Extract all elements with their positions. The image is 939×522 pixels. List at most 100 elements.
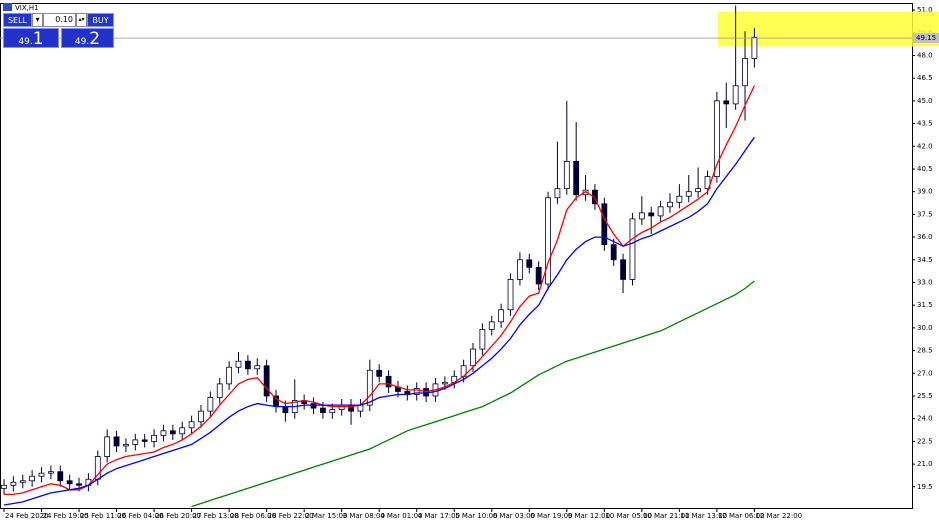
- plot-frame: [0, 3, 913, 509]
- y-tick-label: 31.5: [917, 301, 933, 309]
- candle-body: [573, 161, 580, 196]
- candle-body: [554, 188, 561, 199]
- candle-body: [207, 397, 214, 412]
- y-tick-label: 27.0: [917, 369, 933, 377]
- y-tick-label: 39.0: [917, 188, 933, 196]
- candle-body: [104, 436, 111, 457]
- x-tick-label: 6 Mar 19:00: [530, 512, 572, 520]
- x-tick-label: 26 Feb 04:00: [118, 512, 164, 520]
- y-tick-label: 25.5: [917, 392, 933, 400]
- x-tick-label: 9 Mar 12:00: [568, 512, 610, 520]
- ask-big: 2: [89, 29, 101, 49]
- candle-body: [338, 404, 345, 411]
- x-tick-label: 24 Feb 2020: [5, 512, 49, 520]
- candle-body: [667, 201, 673, 208]
- candle-body: [160, 430, 167, 436]
- candle-body: [169, 430, 176, 435]
- ask-main: 49.: [74, 37, 90, 47]
- candle-body: [310, 403, 317, 409]
- moving-average: [191, 280, 755, 508]
- y-tick-label: 28.5: [917, 347, 933, 355]
- candle-body: [235, 360, 242, 368]
- bid-main: 49.: [18, 37, 33, 47]
- y-tick-label: 30.0: [917, 324, 933, 332]
- candle-body: [713, 100, 720, 177]
- candle-body: [470, 348, 476, 367]
- candle-body: [254, 365, 261, 370]
- candle-body: [517, 259, 523, 280]
- y-tick-label: 21.0: [917, 460, 933, 468]
- candle-body: [76, 483, 82, 486]
- x-tick-label: 10 Mar 21:00: [643, 512, 690, 520]
- candle-body: [676, 195, 683, 203]
- candle-body: [48, 471, 54, 474]
- candle-body: [620, 259, 626, 280]
- candle-body: [366, 369, 373, 406]
- buy-button[interactable]: BUY: [87, 13, 114, 27]
- y-tick-label: 43.5: [917, 120, 933, 128]
- candle-body: [113, 436, 120, 447]
- lot-input[interactable]: 0.10: [43, 13, 76, 27]
- candle-body: [282, 406, 289, 414]
- x-tick-label: 2 Mar 15:00: [305, 512, 347, 520]
- y-tick-label: 19.5: [917, 483, 933, 491]
- candle-body: [1, 484, 7, 489]
- x-tick-label: 28 Feb 06:00: [230, 512, 276, 520]
- candle-body: [66, 480, 73, 485]
- candle-body: [198, 410, 204, 423]
- candle-body: [244, 360, 251, 370]
- candle-body: [385, 375, 392, 388]
- x-tick-label: 10 Mar 05:00: [605, 512, 652, 520]
- chart-title: VIX,H1: [15, 4, 39, 12]
- y-tick-label: 36.0: [917, 233, 933, 241]
- moving-average: [4, 85, 755, 496]
- candle-body: [648, 212, 655, 217]
- candle-body: [329, 409, 336, 414]
- candle-body: [216, 383, 223, 398]
- candle-body: [742, 58, 748, 87]
- candle-body: [179, 427, 186, 435]
- candle-body: [629, 218, 636, 280]
- candle-body: [413, 388, 420, 395]
- y-tick-label: 24.0: [917, 415, 933, 423]
- candle-body: [610, 244, 617, 261]
- lot-spinner[interactable]: ▴▾: [76, 13, 87, 27]
- y-tick-label: 51.0: [917, 6, 933, 14]
- candle-body: [226, 366, 233, 385]
- ask-price[interactable]: 49.2: [61, 28, 114, 49]
- candle-body: [488, 321, 495, 330]
- one-click-trading-panel: SELL ▾ 0.10 ▴▾ BUY 49.1 49.2: [3, 13, 114, 49]
- candle-body: [132, 439, 139, 445]
- bid-price-label: 49.15: [916, 34, 936, 42]
- candle-body: [151, 434, 157, 442]
- highlight-rectangle: [718, 11, 939, 47]
- lot-dropdown[interactable]: ▾: [32, 13, 43, 27]
- bid-price[interactable]: 49.1: [3, 28, 59, 49]
- y-tick-label: 34.5: [917, 256, 933, 264]
- x-tick-label: 27 Feb 13:00: [193, 512, 239, 520]
- y-tick-label: 46.5: [917, 74, 933, 82]
- candle-body: [376, 369, 383, 377]
- moving-average: [3, 136, 755, 506]
- candle-body: [638, 212, 645, 220]
- candle-body: [601, 203, 608, 246]
- candle-body: [526, 259, 533, 268]
- candle-body: [685, 191, 692, 197]
- x-tick-label: 5 Mar 10:00: [455, 512, 497, 520]
- y-tick-label: 48.0: [917, 51, 933, 59]
- candle-body: [10, 481, 17, 486]
- sell-button[interactable]: SELL: [3, 13, 32, 27]
- x-tick-label: 25 Feb 11:00: [80, 512, 126, 520]
- candle-body: [188, 421, 195, 429]
- bid-big: 1: [32, 29, 44, 49]
- candle-body: [29, 475, 36, 482]
- candle-body: [732, 85, 739, 105]
- candle-body: [498, 309, 505, 323]
- y-tick-label: 37.5: [917, 210, 933, 218]
- candle-body: [123, 444, 129, 447]
- candle-body: [563, 161, 570, 190]
- candle-body: [535, 266, 542, 285]
- candle-body: [19, 480, 26, 483]
